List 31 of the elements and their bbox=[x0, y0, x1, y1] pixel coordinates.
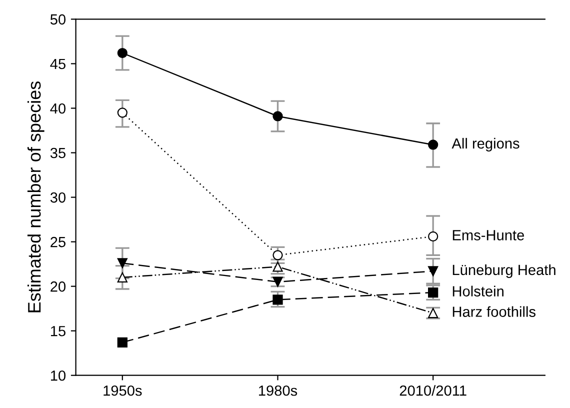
y-tick-label: 10 bbox=[50, 370, 66, 381]
point bbox=[428, 308, 438, 318]
x-tick-label: 1980s bbox=[258, 385, 298, 396]
point bbox=[428, 231, 438, 242]
y-tick-label: 45 bbox=[50, 58, 66, 70]
point bbox=[117, 337, 128, 348]
y-tick-label: 40 bbox=[50, 103, 66, 114]
y-axis-title: Estimated number of species bbox=[27, 82, 44, 312]
point bbox=[272, 294, 283, 305]
y-tick-label: 50 bbox=[50, 14, 66, 25]
y-tick-label: 15 bbox=[50, 326, 66, 336]
y-tick-label: 30 bbox=[50, 192, 66, 203]
point bbox=[117, 272, 128, 282]
series-label: All regions bbox=[452, 138, 520, 152]
point bbox=[272, 250, 283, 260]
y-tick-label: 20 bbox=[50, 281, 66, 292]
x-tick-label: 2010/2011 bbox=[400, 385, 466, 396]
point bbox=[272, 276, 283, 287]
series-label: Lüneburg Heath bbox=[452, 264, 556, 278]
point bbox=[428, 266, 438, 276]
series-label: Ems-Hunte bbox=[452, 230, 524, 240]
y-tick-label: 25 bbox=[50, 236, 66, 248]
point bbox=[428, 140, 438, 150]
point bbox=[117, 48, 128, 58]
x-tick-label: 1950s bbox=[104, 385, 142, 396]
y-tick-label: 35 bbox=[50, 148, 66, 158]
series-label: Holstein bbox=[452, 286, 504, 296]
point bbox=[117, 108, 128, 118]
point bbox=[117, 258, 128, 268]
series-label: Harz foothills bbox=[452, 306, 536, 317]
point bbox=[272, 111, 283, 122]
